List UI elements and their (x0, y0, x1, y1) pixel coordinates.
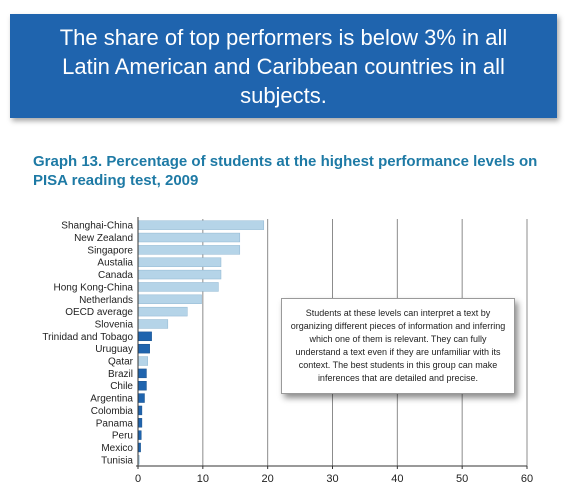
category-label: Peru (112, 431, 133, 442)
category-label: Tunisia (101, 455, 133, 466)
headline-banner: The share of top performers is below 3% … (10, 14, 557, 118)
category-label: Argentina (90, 394, 133, 405)
bar (137, 356, 148, 366)
category-label: Shanghai-China (61, 221, 133, 232)
x-tick-label: 60 (521, 473, 533, 485)
bar (137, 319, 169, 329)
category-label: Colombia (91, 406, 134, 417)
x-tick-label: 10 (197, 473, 209, 485)
bar (137, 257, 222, 267)
bar (137, 393, 145, 403)
bar (137, 245, 241, 255)
bar (137, 282, 219, 292)
category-label: New Zealand (74, 233, 133, 244)
category-label: Trinidad and Tobago (42, 332, 133, 343)
category-label: Netherlands (79, 295, 133, 306)
bar (137, 405, 143, 416)
category-label: OECD average (65, 307, 133, 318)
x-tick-label: 20 (262, 473, 274, 485)
note-box: Students at these levels can interpret a… (281, 298, 515, 394)
bar (137, 294, 202, 304)
bar (137, 331, 152, 342)
x-tick-label: 0 (135, 473, 141, 485)
bar (137, 306, 188, 317)
x-tick-label: 30 (326, 473, 338, 485)
graph-title: Graph 13. Percentage of students at the … (33, 153, 538, 189)
bar (137, 343, 150, 354)
headline-text: The share of top performers is below 3% … (59, 24, 508, 108)
category-label: Austalia (97, 258, 133, 269)
category-label: Chile (110, 381, 133, 392)
category-label: Mexico (101, 443, 133, 454)
category-label: Qatar (108, 357, 134, 368)
x-tick-label: 50 (456, 473, 468, 485)
bar (137, 418, 143, 428)
category-label: Panama (96, 418, 134, 429)
bar (137, 381, 147, 391)
bar (137, 220, 265, 230)
category-label: Slovenia (95, 319, 134, 330)
bar (137, 368, 147, 379)
x-tick-label: 40 (391, 473, 403, 485)
category-label: Canada (98, 270, 133, 281)
category-label: Uruguay (95, 344, 133, 355)
category-label: Hong Kong-China (54, 282, 134, 293)
bar (137, 232, 241, 243)
bar (137, 269, 222, 280)
category-label: Singapore (87, 245, 133, 256)
category-label: Brazil (108, 369, 133, 380)
